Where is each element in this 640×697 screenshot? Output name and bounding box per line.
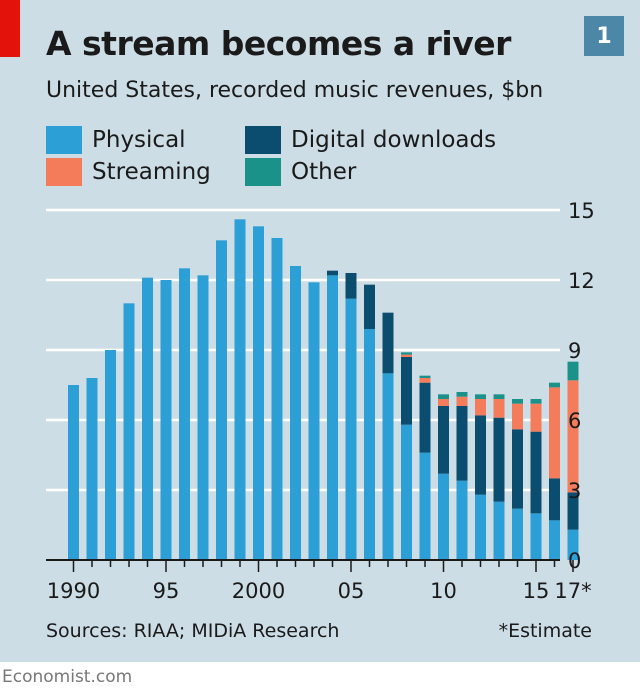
legend-swatch-streaming [46,158,82,186]
bar-physical-2014 [512,508,523,560]
bar-digital-2013 [493,417,505,502]
source-note: Sources: RIAA; MIDiA Research [46,620,340,642]
bar-physical-2011 [456,480,468,560]
bar-other-2011 [456,392,468,397]
y-tick-label-12: 12 [568,269,595,293]
bar-physical-2016 [549,520,560,560]
bar-other-2013 [493,394,505,399]
x-tick-label-2017: 17* [554,579,591,603]
x-tick-label-2000: 2000 [232,579,285,603]
bar-streaming-2008 [401,354,412,357]
bar-physical-2010 [438,473,449,560]
bar-physical-1996 [179,268,190,560]
bar-physical-2001 [271,238,283,560]
legend-item-physical: Physical [46,126,186,154]
bar-digital-2011 [456,406,468,481]
bar-digital-2007 [382,312,394,374]
bar-physical-2012 [475,494,486,560]
bar-digital-2005 [345,273,357,299]
bar-digital-2015 [530,431,542,514]
legend-swatch-physical [46,126,82,154]
chart-title: A stream becomes a river [46,24,511,63]
legend-label-streaming: Streaming [92,159,211,185]
bar-digital-2016 [549,478,560,521]
legend-item-other: Other [245,158,356,186]
bar-streaming-2015 [530,403,542,432]
bar-physical-2002 [290,266,301,560]
bar-digital-2009 [419,382,431,453]
bar-physical-1997 [197,275,209,560]
bar-streaming-2011 [456,396,468,406]
legend-label-physical: Physical [92,127,186,153]
bar-other-2009 [419,375,431,378]
bar-physical-2009 [419,452,431,560]
chart-subtitle: United States, recorded music revenues, … [46,78,544,103]
x-tick-label-1995: 95 [153,579,180,603]
bar-physical-1992 [105,350,116,560]
bar-physical-2007 [382,373,394,560]
bar-streaming-2014 [512,403,523,430]
bar-digital-2010 [438,406,449,474]
legend-label-other: Other [291,159,357,185]
bar-other-2012 [475,394,486,399]
bar-streaming-2017 [567,380,579,493]
estimate-footnote: *Estimate [498,620,592,642]
y-tick-label-6: 6 [568,409,581,433]
bar-physical-2000 [253,226,264,561]
bar-other-2017 [567,361,579,381]
y-tick-label-15: 15 [568,199,595,223]
bars [68,219,579,561]
bar-physical-1998 [216,240,227,561]
brand-red-tab [0,0,20,57]
bar-other-2015 [530,399,542,404]
chart-number-badge: 1 [584,16,624,56]
bar-other-2016 [549,382,560,388]
bar-digital-2004 [327,270,338,276]
bar-digital-2008 [401,357,412,425]
bar-physical-2008 [401,424,412,560]
legend-item-digital: Digital downloads [245,126,496,154]
bar-other-2014 [512,399,523,404]
y-tick-label-3: 3 [568,479,581,503]
bar-streaming-2013 [493,399,505,418]
bar-physical-2013 [493,501,505,560]
bar-physical-1991 [86,378,98,560]
bar-physical-2003 [308,282,320,560]
bar-other-2010 [438,394,449,399]
bar-physical-1995 [160,280,172,560]
x-tick-label-2010: 10 [430,579,457,603]
bar-digital-2017 [567,492,579,530]
brand-footer: Economist.com [2,667,133,687]
x-tick-label-2015: 15 [523,579,550,603]
bar-physical-1999 [234,219,246,561]
bar-physical-1990 [68,385,79,560]
y-tick-label-9: 9 [568,339,581,363]
bar-physical-2006 [364,329,375,560]
bar-digital-2012 [475,415,486,495]
bar-streaming-2012 [475,399,486,416]
bar-digital-2014 [512,429,523,509]
x-tick-label-2005: 05 [338,579,365,603]
legend-swatch-digital [245,126,281,154]
bar-streaming-2010 [438,399,449,406]
x-tick-label-1990: 1990 [47,579,100,603]
legend-item-streaming: Streaming [46,158,211,186]
bar-physical-2004 [327,275,338,560]
bar-streaming-2009 [419,378,431,383]
y-tick-label-0: 0 [568,549,581,573]
legend-label-digital: Digital downloads [291,127,497,153]
bar-physical-1993 [123,303,135,560]
bar-other-2008 [401,352,412,355]
bar-physical-2005 [345,298,357,560]
bar-digital-2006 [364,284,375,329]
legend-swatch-other [245,158,281,186]
bar-physical-2015 [530,513,542,560]
bar-streaming-2016 [549,387,560,479]
bar-physical-2017 [567,529,579,560]
bar-physical-1994 [142,277,153,560]
